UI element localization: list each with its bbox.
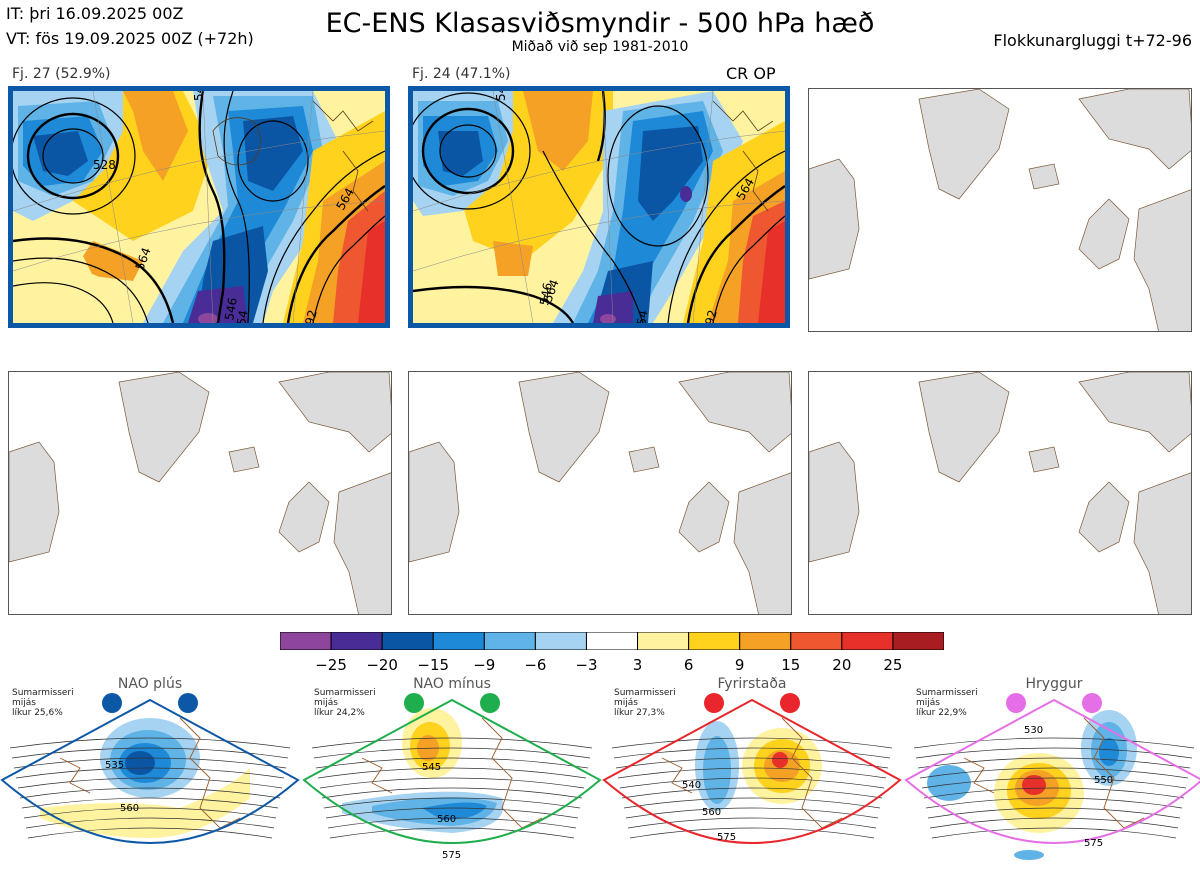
regime-marker-dot [704, 693, 724, 713]
colorbar [280, 632, 944, 650]
contour-label: 546 [494, 91, 508, 101]
empty-map-4-svg [9, 372, 391, 614]
colorbar-swatch [330, 632, 383, 650]
regime-contour-label: 545 [422, 762, 441, 773]
regime-likelihood: líkur 25,6% [12, 708, 63, 718]
colorbar-tick: 3 [632, 656, 643, 674]
initial-time: IT: þri 16.09.2025 00Z [6, 4, 184, 23]
contour-label: 92 [702, 308, 719, 323]
regime-likelihood: líkur 27,3% [614, 708, 665, 718]
page-title: EC-ENS Klasasviðsmyndir - 500 hPa hæð [325, 8, 875, 39]
colorbar-tick: −25 [315, 656, 347, 674]
colorbar-tick: −20 [366, 656, 398, 674]
empty-map-3[interactable] [808, 88, 1192, 332]
classification-window: Flokkunargluggi t+72-96 [993, 31, 1192, 50]
regime-season: Sumarmisseri [12, 688, 74, 698]
regime-measure: mijás [12, 698, 36, 708]
empty-map-6[interactable] [808, 371, 1192, 615]
colorbar-swatch [381, 632, 434, 650]
regime-marker-dot [780, 693, 800, 713]
regime-contour-label: 530 [1024, 725, 1043, 736]
colorbar-swatch [841, 632, 894, 650]
regime-contour-label: 535 [105, 760, 124, 771]
regime-season: Sumarmisseri [614, 688, 676, 698]
regime-name: NAO plús [117, 676, 183, 692]
cluster-1-label: Fj. 27 (52.9%) [12, 66, 111, 82]
colorbar-tick: −6 [524, 656, 547, 674]
empty-map-5-svg [409, 372, 791, 614]
colorbar-tick: −3 [575, 656, 598, 674]
regime-contour-label: 540 [682, 780, 701, 791]
regime-contour-label: 575 [1084, 838, 1103, 849]
regime-measure: mijás [314, 698, 338, 708]
regime-likelihood: líkur 22,9% [916, 708, 967, 718]
regime-stats: Sumarmisseri mijás líkur 24,2% [314, 688, 376, 718]
contour-label: 528 [93, 158, 116, 172]
cluster-1-anomaly-svg: 5465645645465285492 [13, 91, 385, 323]
regime-marker-dot [404, 693, 424, 713]
regime-name: NAO mínus [413, 676, 491, 692]
colorbar-swatch [432, 632, 485, 650]
regime-measure: mijás [916, 698, 940, 708]
regime-likelihood: líkur 24,2% [314, 708, 365, 718]
regime-season: Sumarmisseri [314, 688, 376, 698]
regime-map-svg: 530 550 575 [904, 693, 1200, 860]
regime-contour-label: 550 [1094, 775, 1113, 786]
regime-measure: mijás [614, 698, 638, 708]
regime-marker-dot [102, 693, 122, 713]
regime-contour-label: 575 [442, 850, 461, 861]
colorbar-tick: −15 [417, 656, 450, 674]
colorbar-tick: 6 [683, 656, 694, 674]
colorbar-tick: −9 [473, 656, 496, 674]
cluster-2-label: Fj. 24 (47.1%) [412, 66, 511, 82]
regime-contour-label: 560 [120, 803, 139, 814]
contour-label: 54 [634, 309, 650, 323]
colorbar-tick: 25 [883, 656, 903, 674]
colorbar-swatch [637, 632, 690, 650]
regime-stats: Sumarmisseri mijás líkur 22,9% [916, 688, 978, 718]
colorbar-swatch [534, 632, 587, 650]
contour-label: 54 [234, 309, 250, 323]
colorbar-tick: 9 [734, 656, 745, 674]
regime-contour-label: 575 [717, 832, 736, 843]
cluster-2-anomaly-svg: 5465465645645492 [413, 91, 785, 323]
colorbar-swatch [280, 632, 332, 650]
colorbar-swatch [483, 632, 536, 650]
regime-marker-dot [480, 693, 500, 713]
regime-map-svg: 535 560 [0, 693, 300, 844]
regime-marker-dot [1006, 693, 1026, 713]
empty-map-5[interactable] [408, 371, 792, 615]
colorbar-swatch [688, 632, 741, 650]
colorbar-tick: 15 [781, 656, 801, 674]
regime-marker-dot [1082, 693, 1102, 713]
regime-map-svg: 540 560 575 [602, 693, 902, 844]
colorbar-swatch [585, 632, 639, 650]
regime-stats: Sumarmisseri mijás líkur 27,3% [614, 688, 676, 718]
cluster-2-flag: CR OP [726, 64, 776, 83]
contour-label: 546 [537, 282, 555, 307]
regime-name: Hryggur [1025, 676, 1083, 692]
colorbar-swatch [892, 632, 944, 650]
regime-stats: Sumarmisseri mijás líkur 25,6% [12, 688, 74, 718]
regime-map-svg: 545 560 575 [302, 693, 602, 861]
empty-map-4[interactable] [8, 371, 392, 615]
regime-contour-label: 560 [702, 807, 721, 818]
regime-name: Fyrirstaða [717, 676, 787, 692]
regime-marker-dot [178, 693, 198, 713]
empty-map-3-svg [809, 89, 1191, 331]
colorbar-tick: 20 [832, 656, 852, 674]
regime-contour-label: 560 [437, 814, 456, 825]
cluster-2-map[interactable]: 5465465645645492 [408, 86, 790, 328]
colorbar-swatch [739, 632, 792, 650]
page-subtitle: Miðað við sep 1981-2010 [511, 39, 689, 55]
cluster-1-map[interactable]: 5465645645465285492 [8, 86, 390, 328]
empty-map-6-svg [809, 372, 1191, 614]
contour-label: 92 [302, 308, 319, 323]
contour-label: 546 [222, 297, 240, 322]
regime-season: Sumarmisseri [916, 688, 978, 698]
colorbar-swatch [790, 632, 843, 650]
contour-label: 546 [192, 91, 206, 101]
valid-time: VT: fös 19.09.2025 00Z (+72h) [6, 29, 254, 48]
